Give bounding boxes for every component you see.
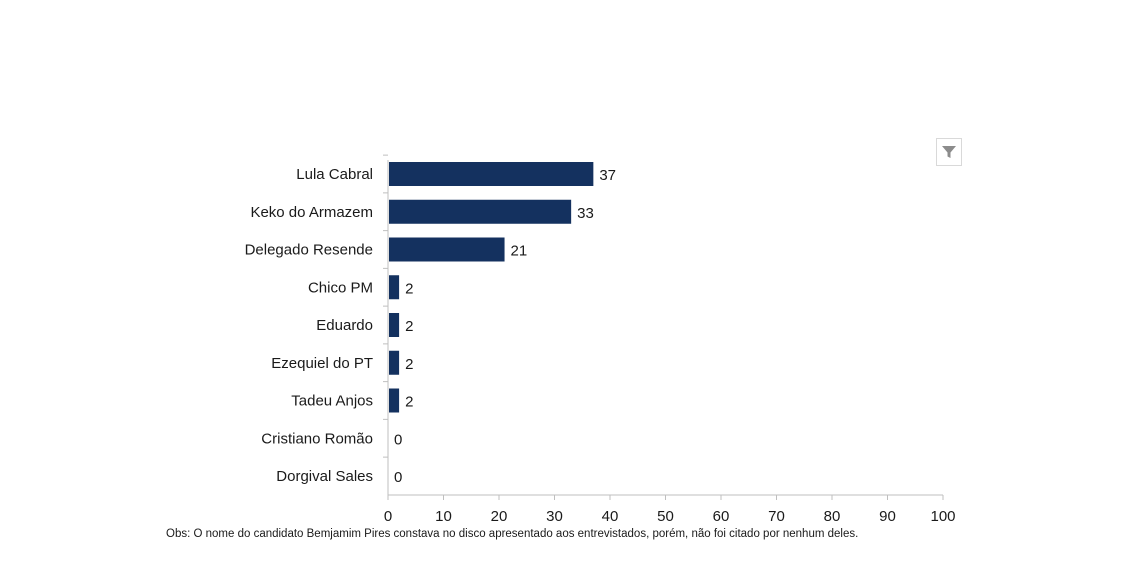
data-label: 2 [405, 280, 413, 297]
data-label: 37 [599, 167, 616, 184]
x-tick-label: 50 [657, 508, 674, 525]
x-tick-label: 40 [602, 508, 619, 525]
category-label: Tadeu Anjos [291, 393, 373, 410]
bar [389, 162, 594, 186]
category-label: Dorgival Sales [276, 468, 373, 485]
bar [389, 350, 400, 375]
category-label: Eduardo [316, 317, 373, 334]
x-tick-label: 100 [930, 508, 955, 525]
bar [389, 313, 400, 337]
category-label: Lula Cabral [296, 166, 373, 183]
bar [389, 275, 400, 300]
chart-filter-button[interactable] [936, 138, 962, 166]
data-label: 0 [394, 431, 402, 448]
category-label: Delegado Resende [245, 242, 373, 259]
x-tick-label: 80 [824, 508, 841, 525]
x-tick-label: 10 [435, 508, 452, 525]
data-label: 0 [394, 469, 402, 486]
data-label: 21 [511, 243, 528, 260]
category-label: Ezequiel do PT [271, 355, 373, 372]
data-label: 2 [405, 318, 413, 335]
x-tick-label: 90 [879, 508, 896, 525]
category-label: Chico PM [308, 279, 373, 296]
x-tick-label: 60 [713, 508, 730, 525]
x-tick-label: 70 [768, 508, 785, 525]
data-label: 33 [577, 205, 594, 222]
filter-icon [942, 146, 956, 158]
category-label: Keko do Armazem [250, 204, 373, 221]
chart-footnote: Obs: O nome do candidato Bemjamim Pires … [166, 528, 859, 540]
category-label: Cristiano Romão [261, 430, 373, 447]
bar [389, 237, 505, 262]
x-tick-label: 20 [491, 508, 508, 525]
bar [389, 199, 572, 224]
data-label: 2 [405, 356, 413, 373]
x-tick-label: 0 [384, 508, 392, 525]
x-tick-label: 30 [546, 508, 563, 525]
data-label: 2 [405, 394, 413, 411]
bar [389, 388, 400, 413]
